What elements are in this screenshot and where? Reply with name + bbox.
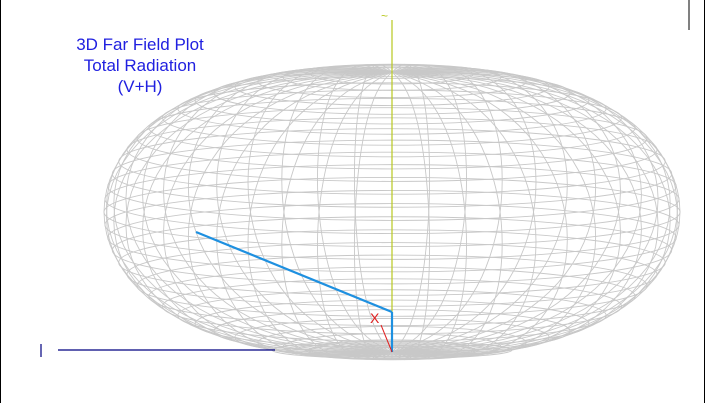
mesh-meridian (247, 65, 393, 353)
axes-group (40, 20, 394, 357)
mesh-meridian (391, 71, 568, 358)
mesh-meridian (391, 71, 503, 360)
mesh-meridian (142, 68, 393, 353)
mesh-meridian (391, 71, 659, 355)
mesh-meridian (113, 71, 393, 354)
y-axis-line (195, 230, 393, 314)
mesh-meridian (125, 69, 393, 353)
plot-title-line-3: (V+H) (117, 77, 163, 96)
mesh-meridian (391, 65, 537, 353)
mesh-meridian (391, 71, 597, 357)
z-axis-label: ~ (381, 9, 389, 23)
mesh-meridian (187, 67, 393, 353)
mesh-meridian (391, 69, 659, 353)
mesh-meridian (163, 68, 393, 353)
mesh-meridian (317, 64, 393, 353)
x-axis-label: X (370, 310, 380, 326)
mesh-meridian (391, 71, 537, 359)
mesh-meridian (247, 71, 393, 359)
x-axis-line (380, 324, 393, 353)
mesh-meridian (125, 71, 393, 355)
plot-title: 3D Far Field Plot Total Radiation (V+H) (50, 34, 230, 97)
mesh-meridian (391, 71, 642, 356)
plot-title-line-2: Total Radiation (83, 56, 197, 75)
mesh-meridian (391, 70, 671, 353)
mesh-meridian (391, 71, 621, 356)
mesh-meridian (281, 64, 393, 353)
plot-title-line-1: 3D Far Field Plot (76, 35, 204, 54)
mesh-meridian (391, 71, 681, 353)
mesh-meridian (106, 71, 393, 353)
mesh-meridian (103, 71, 393, 353)
mesh-meridian (391, 66, 568, 353)
mesh-meridian (216, 66, 393, 353)
mesh-meridian (353, 63, 393, 353)
mesh-meridian (391, 71, 678, 353)
